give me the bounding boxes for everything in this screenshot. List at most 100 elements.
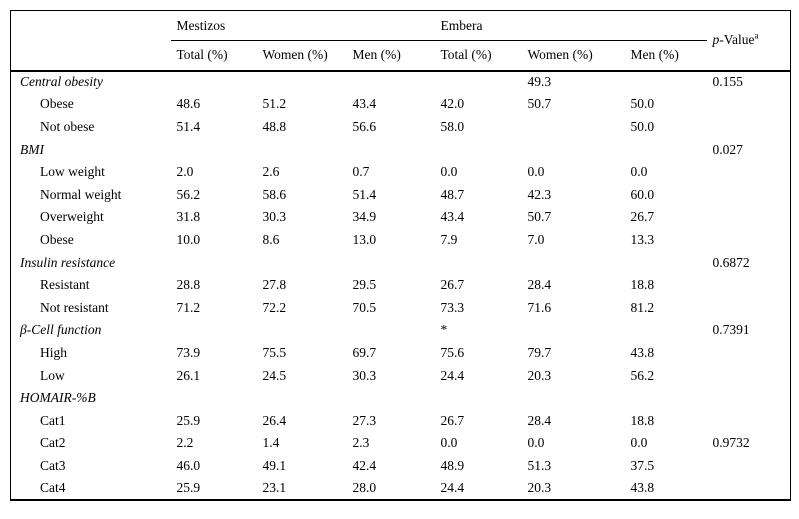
- section-label: HOMAIR-%B: [20, 390, 96, 406]
- p-value-cell: [707, 455, 791, 478]
- value-cell: [347, 138, 435, 161]
- value-cell: 0.0: [440, 435, 458, 451]
- value-cell: 25.9: [176, 479, 201, 495]
- value-cell: 49.1: [262, 457, 287, 473]
- column-header-mestizos-men: Men (%): [352, 47, 401, 63]
- value-cell: 50.7: [527, 96, 552, 112]
- value-cell: 73.9: [176, 344, 201, 360]
- population-stats-table: Mestizos Embera p-Valuea Total (%) Women…: [10, 10, 792, 501]
- row-label: Low weight: [40, 164, 105, 180]
- p-value-rest: -Value: [719, 32, 755, 48]
- p-value-cell: [707, 387, 791, 410]
- column-header-p-value: p-Valuea: [707, 11, 791, 71]
- value-cell: 10.0: [176, 231, 201, 247]
- value-cell: 26.7: [440, 277, 465, 293]
- value-cell: [435, 387, 522, 410]
- p-value-cell: [707, 274, 791, 297]
- table-row: BMI 0.027: [11, 138, 791, 161]
- table-row: Cat4 25.9 23.1 28.0 24.4 20.3 43.8: [11, 477, 791, 500]
- value-cell: [522, 319, 625, 342]
- table-row: Not obese 51.4 48.8 56.6 58.0 50.0: [11, 116, 791, 139]
- p-value-cell: 0.6872: [712, 254, 750, 270]
- row-label: Overweight: [40, 209, 104, 225]
- value-cell: [624, 69, 707, 94]
- value-cell: 75.5: [262, 344, 287, 360]
- value-cell: 2.0: [176, 164, 194, 180]
- value-cell: 13.3: [630, 231, 655, 247]
- value-cell: 23.1: [262, 479, 287, 495]
- value-cell: 48.9: [440, 457, 465, 473]
- value-cell: 50.0: [630, 96, 655, 112]
- value-cell: 43.4: [352, 96, 377, 112]
- p-value-cell: [707, 206, 791, 229]
- value-cell: 20.3: [527, 367, 552, 383]
- p-value-cell: [707, 409, 791, 432]
- value-cell: 58.0: [440, 118, 465, 134]
- p-value-cell: 0.7391: [712, 322, 750, 338]
- value-cell: 0.0: [527, 435, 545, 451]
- value-cell: 48.6: [176, 96, 201, 112]
- column-header-embera-men: Men (%): [630, 47, 679, 63]
- value-cell: 8.6: [262, 231, 280, 247]
- value-cell: 51.4: [352, 186, 377, 202]
- value-cell: [257, 138, 347, 161]
- corner-cell: [11, 11, 171, 71]
- value-cell: 46.0: [176, 457, 201, 473]
- value-cell: 60.0: [630, 186, 655, 202]
- value-cell: 0.7: [352, 164, 370, 180]
- value-cell: 28.4: [527, 277, 552, 293]
- value-cell: [522, 251, 625, 274]
- table-row: Cat1 25.9 26.4 27.3 26.7 28.4 18.8: [11, 409, 791, 432]
- p-value-cell: [707, 364, 791, 387]
- value-cell: 43.4: [440, 209, 465, 225]
- p-value-cell: 0.027: [712, 141, 743, 157]
- value-cell: 69.7: [352, 344, 377, 360]
- value-cell: 2.3: [352, 435, 370, 451]
- value-cell: [522, 387, 625, 410]
- column-group-mestizos: Mestizos: [170, 10, 435, 41]
- table-row: Resistant 28.8 27.8 29.5 26.7 28.4 18.8: [11, 274, 791, 297]
- value-cell: 0.0: [527, 164, 545, 180]
- value-cell: 51.4: [176, 118, 201, 134]
- p-value-cell: [707, 161, 791, 184]
- value-cell: 49.3: [521, 69, 625, 94]
- value-cell: [434, 69, 522, 94]
- value-cell: 31.8: [176, 209, 201, 225]
- row-label: Not resistant: [40, 299, 109, 315]
- value-cell: 42.4: [352, 457, 377, 473]
- value-cell: 24.4: [440, 367, 465, 383]
- value-cell: 48.8: [262, 118, 287, 134]
- value-cell: 34.9: [352, 209, 377, 225]
- p-value-cell: [707, 477, 791, 500]
- value-cell: 2.2: [176, 435, 194, 451]
- value-cell: 79.7: [527, 344, 552, 360]
- value-cell: 43.8: [630, 344, 655, 360]
- row-label: Not obese: [40, 118, 95, 134]
- value-cell: [435, 251, 522, 274]
- value-cell: 24.4: [440, 479, 465, 495]
- value-cell: [625, 319, 707, 342]
- p-value-cell: [707, 93, 791, 116]
- value-cell: [171, 251, 257, 274]
- row-label: Cat3: [40, 457, 66, 473]
- table-row: Central obesity 49.3 0.155: [10, 69, 791, 94]
- column-header-embera-total: Total (%): [440, 47, 492, 63]
- section-label: Insulin resistance: [20, 254, 116, 270]
- value-cell: [347, 387, 435, 410]
- p-value-italic-p: p: [712, 32, 720, 48]
- p-value-cell: 0.155: [706, 69, 791, 94]
- p-value-cell: [707, 183, 791, 206]
- p-value-cell: [707, 116, 791, 139]
- value-cell: 7.0: [527, 231, 545, 247]
- value-cell: 18.8: [630, 412, 655, 428]
- value-cell: 28.4: [527, 412, 552, 428]
- column-header-embera-women: Women (%): [527, 47, 593, 63]
- value-cell: 27.8: [262, 277, 287, 293]
- value-cell: 71.6: [527, 299, 552, 315]
- value-cell: 25.9: [176, 412, 201, 428]
- value-cell: [257, 251, 347, 274]
- value-cell: 2.6: [262, 164, 280, 180]
- row-label: Obese: [40, 231, 74, 247]
- value-cell: [171, 319, 257, 342]
